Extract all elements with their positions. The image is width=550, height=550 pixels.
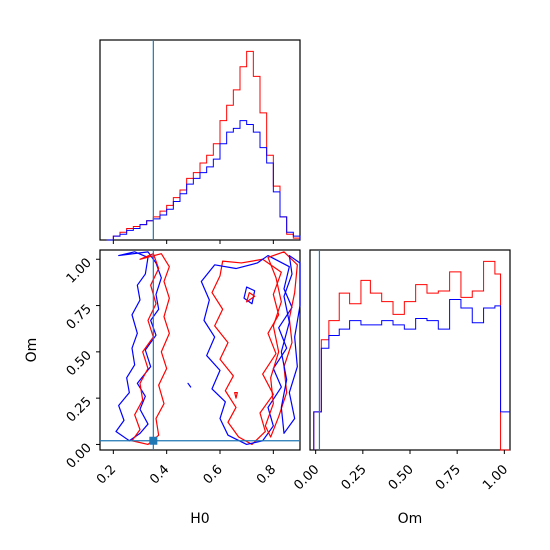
- x-axis-label-om: Om: [398, 511, 423, 527]
- contour-red-4: [264, 251, 298, 438]
- histogram-om-x-tick-label: 0.75: [433, 462, 464, 493]
- contour-y-tick-label: 0.50: [64, 348, 95, 379]
- contour-red-2: [211, 258, 282, 446]
- histogram-om-x-tick-label: 0.00: [291, 462, 322, 493]
- contour-blue-5: [280, 254, 301, 434]
- histogram-h0-step-blue: [106, 120, 301, 241]
- truth-marker: [149, 436, 158, 445]
- histogram-h0-series: [106, 40, 301, 244]
- histogram-h0-frame: [99, 39, 301, 241]
- histogram-h0-step-red: [106, 50, 301, 241]
- contour-panel: 0.2 0.4 0.6 0.8 0.00 0.25 0.50 0.75 1.00 H0 Om: [24, 249, 301, 527]
- contour-x-tick-label: 0.2: [94, 462, 119, 487]
- contour-x-tick-label: 0.4: [147, 462, 172, 487]
- contour-red-9: [234, 391, 238, 399]
- contour-x-tick-label: 0.8: [254, 462, 279, 487]
- histogram-om-x-tick-label: 0.50: [386, 462, 417, 493]
- x-axis-label-h0: H0: [190, 511, 209, 527]
- contour-series: [100, 250, 301, 450]
- histogram-om-frame: [309, 249, 511, 451]
- contour-blue-3: [200, 254, 293, 446]
- contour-blue-0: [115, 251, 162, 442]
- contour-ticks: 0.2 0.4 0.6 0.8 0.00 0.25 0.50 0.75 1.00: [64, 255, 279, 487]
- histogram-om-step-blue: [313, 298, 510, 450]
- contour-y-tick-label: 1.00: [64, 255, 95, 286]
- contour-y-tick-label: 0.00: [64, 441, 95, 472]
- contour-x-tick-label: 0.6: [201, 462, 226, 487]
- contour-blue-6: [243, 286, 256, 305]
- histogram-om-x-tick-label: 0.25: [339, 462, 370, 493]
- histogram-om-x-tick-label: 1.00: [480, 462, 511, 493]
- histogram-om-ticks: 0.00 0.25 0.50 0.75 1.00: [291, 450, 511, 493]
- histogram-h0-panel: [99, 39, 301, 244]
- contour-frame: [99, 249, 301, 451]
- contour-blue-8: [187, 382, 192, 388]
- contour-y-tick-label: 0.25: [64, 394, 95, 425]
- histogram-om-step-red: [313, 260, 510, 451]
- contour-y-tick-label: 0.75: [64, 302, 95, 333]
- contour-red-1: [131, 253, 170, 446]
- histogram-om-series: [313, 250, 510, 451]
- contour-red-7: [246, 291, 256, 303]
- histogram-om-panel: 0.00 0.25 0.50 0.75 1.00 Om: [291, 249, 511, 527]
- y-axis-label-om: Om: [24, 338, 40, 363]
